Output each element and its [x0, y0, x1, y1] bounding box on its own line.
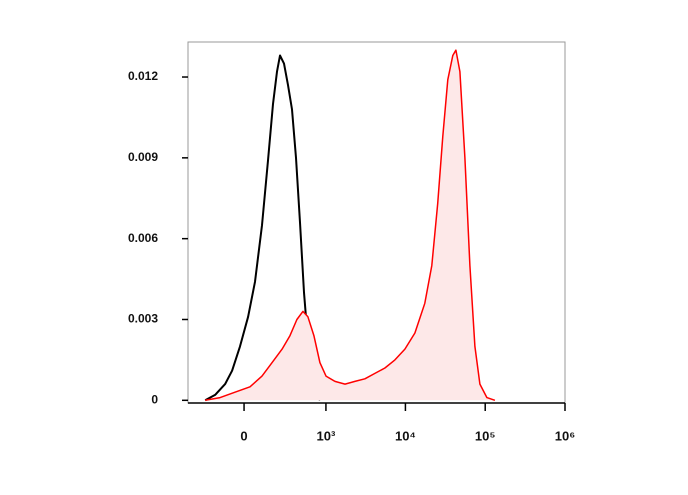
x-tick-label: 10⁴	[395, 428, 416, 443]
x-tick-label: 10³	[317, 428, 336, 443]
y-tick-label: 0	[151, 392, 158, 406]
x-tick-label: 10⁶	[555, 428, 575, 443]
area-fill	[205, 50, 495, 401]
y-tick-label: 0.003	[128, 312, 158, 326]
x-tick-label: 0	[240, 428, 247, 443]
histogram-line	[205, 49, 496, 402]
y-tick-label: 0.006	[128, 231, 158, 245]
y-tick-label: 0.012	[128, 69, 158, 83]
y-tick-label: 0.009	[128, 150, 158, 164]
plot-frame	[187, 41, 566, 404]
x-tick-label: 10⁵	[475, 428, 496, 443]
